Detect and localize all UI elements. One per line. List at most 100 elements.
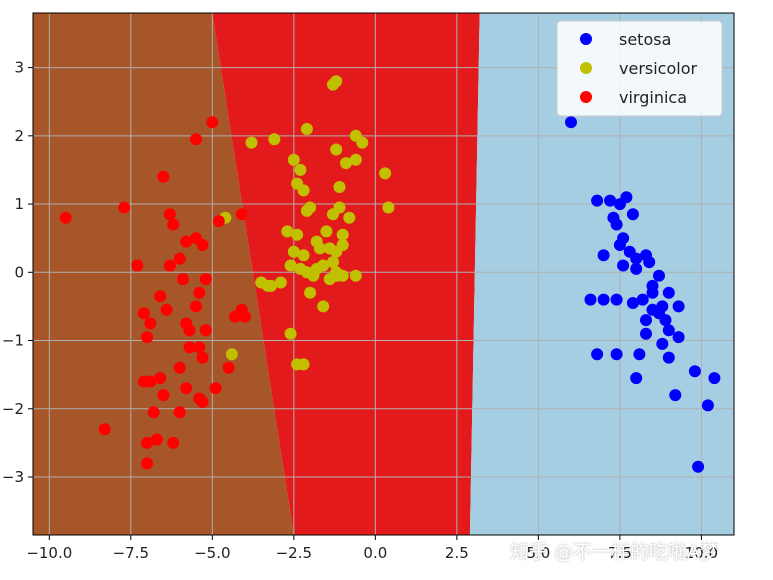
point-versicolor — [287, 245, 300, 258]
point-versicolor — [317, 259, 330, 272]
point-setosa — [633, 348, 646, 361]
point-versicolor — [297, 184, 310, 197]
point-versicolor — [281, 225, 294, 238]
y-tick-label: 1 — [14, 195, 24, 213]
point-versicolor — [327, 256, 339, 269]
x-tick-label: 2.5 — [445, 544, 469, 562]
point-versicolor — [333, 201, 346, 214]
point-virginica — [238, 310, 251, 323]
point-versicolor — [349, 269, 362, 282]
point-virginica — [206, 116, 219, 129]
y-tick-label: −2 — [2, 400, 24, 418]
point-setosa — [610, 218, 623, 231]
point-virginica — [167, 218, 180, 231]
point-virginica — [212, 215, 225, 228]
point-setosa — [591, 194, 604, 207]
point-setosa — [688, 365, 701, 378]
point-setosa — [584, 293, 597, 306]
y-tick-label: −1 — [2, 332, 24, 350]
point-setosa — [692, 460, 705, 473]
point-virginica — [147, 406, 160, 419]
point-versicolor — [274, 276, 287, 289]
point-setosa — [604, 194, 617, 207]
point-virginica — [173, 361, 186, 374]
x-tick-label: 7.5 — [608, 544, 632, 562]
point-setosa — [630, 252, 643, 265]
point-versicolor — [245, 136, 258, 149]
x-axis-ticks: −10.0 −7.5 −5.0 −2.5 0.0 2.5 5.0 7.5 10.0 — [26, 535, 718, 562]
point-versicolor — [297, 249, 310, 262]
point-virginica — [199, 324, 212, 337]
point-setosa — [626, 208, 639, 221]
point-virginica — [154, 372, 167, 385]
point-virginica — [118, 201, 131, 214]
point-setosa — [653, 269, 665, 282]
point-virginica — [190, 300, 202, 313]
point-virginica — [177, 273, 189, 286]
point-versicolor — [307, 269, 320, 282]
point-virginica — [193, 286, 206, 299]
point-versicolor — [379, 167, 392, 180]
region-virginica — [33, 13, 294, 535]
point-versicolor — [330, 75, 343, 88]
watermark: 知乎 @不一样的吃啦A梦 — [510, 541, 720, 563]
point-setosa — [591, 348, 604, 361]
point-setosa — [669, 389, 682, 402]
point-virginica — [167, 436, 180, 449]
legend-marker-setosa — [580, 33, 592, 45]
point-versicolor — [343, 211, 356, 224]
x-tick-label: −7.5 — [113, 544, 149, 562]
legend-label-setosa: setosa — [619, 30, 671, 49]
point-virginica — [180, 382, 193, 395]
point-virginica — [196, 351, 209, 364]
point-versicolor — [313, 242, 326, 255]
point-virginica — [154, 290, 167, 303]
point-virginica — [180, 235, 193, 248]
point-setosa — [565, 116, 577, 129]
point-versicolor — [356, 136, 369, 149]
x-tick-label: 5.0 — [526, 544, 550, 562]
point-versicolor — [297, 358, 310, 371]
point-versicolor — [320, 225, 333, 238]
point-setosa — [597, 293, 610, 306]
point-setosa — [640, 327, 652, 340]
point-setosa — [617, 259, 630, 272]
point-virginica — [173, 406, 186, 419]
point-virginica — [59, 211, 72, 224]
point-virginica — [193, 341, 206, 354]
point-versicolor — [340, 157, 352, 170]
point-setosa — [662, 351, 675, 364]
point-versicolor — [287, 153, 300, 166]
legend-label-versicolor: versicolor — [619, 59, 697, 78]
point-virginica — [131, 259, 144, 272]
x-tick-label: 10.0 — [685, 544, 718, 562]
point-setosa — [672, 300, 685, 313]
region-setosa — [469, 13, 734, 535]
point-setosa — [597, 249, 610, 262]
point-virginica — [141, 436, 154, 449]
point-setosa — [701, 399, 714, 412]
point-setosa — [643, 256, 656, 269]
point-setosa — [613, 239, 626, 251]
point-virginica — [144, 375, 157, 388]
y-tick-label: 3 — [14, 59, 24, 77]
point-setosa — [659, 314, 672, 327]
point-versicolor — [330, 143, 343, 156]
point-virginica — [141, 331, 154, 344]
x-tick-label: −10.0 — [26, 544, 72, 562]
point-setosa — [662, 286, 675, 299]
x-tick-label: 0.0 — [363, 544, 387, 562]
point-virginica — [157, 389, 170, 402]
point-virginica — [235, 208, 248, 221]
point-virginica — [222, 361, 235, 374]
point-versicolor — [291, 228, 304, 241]
y-tick-label: 0 — [14, 263, 24, 281]
point-virginica — [196, 239, 209, 251]
point-versicolor — [284, 327, 297, 340]
point-setosa — [662, 324, 675, 337]
point-virginica — [137, 307, 150, 320]
point-versicolor — [255, 276, 268, 289]
point-setosa — [646, 279, 659, 292]
legend-marker-versicolor — [580, 62, 592, 74]
